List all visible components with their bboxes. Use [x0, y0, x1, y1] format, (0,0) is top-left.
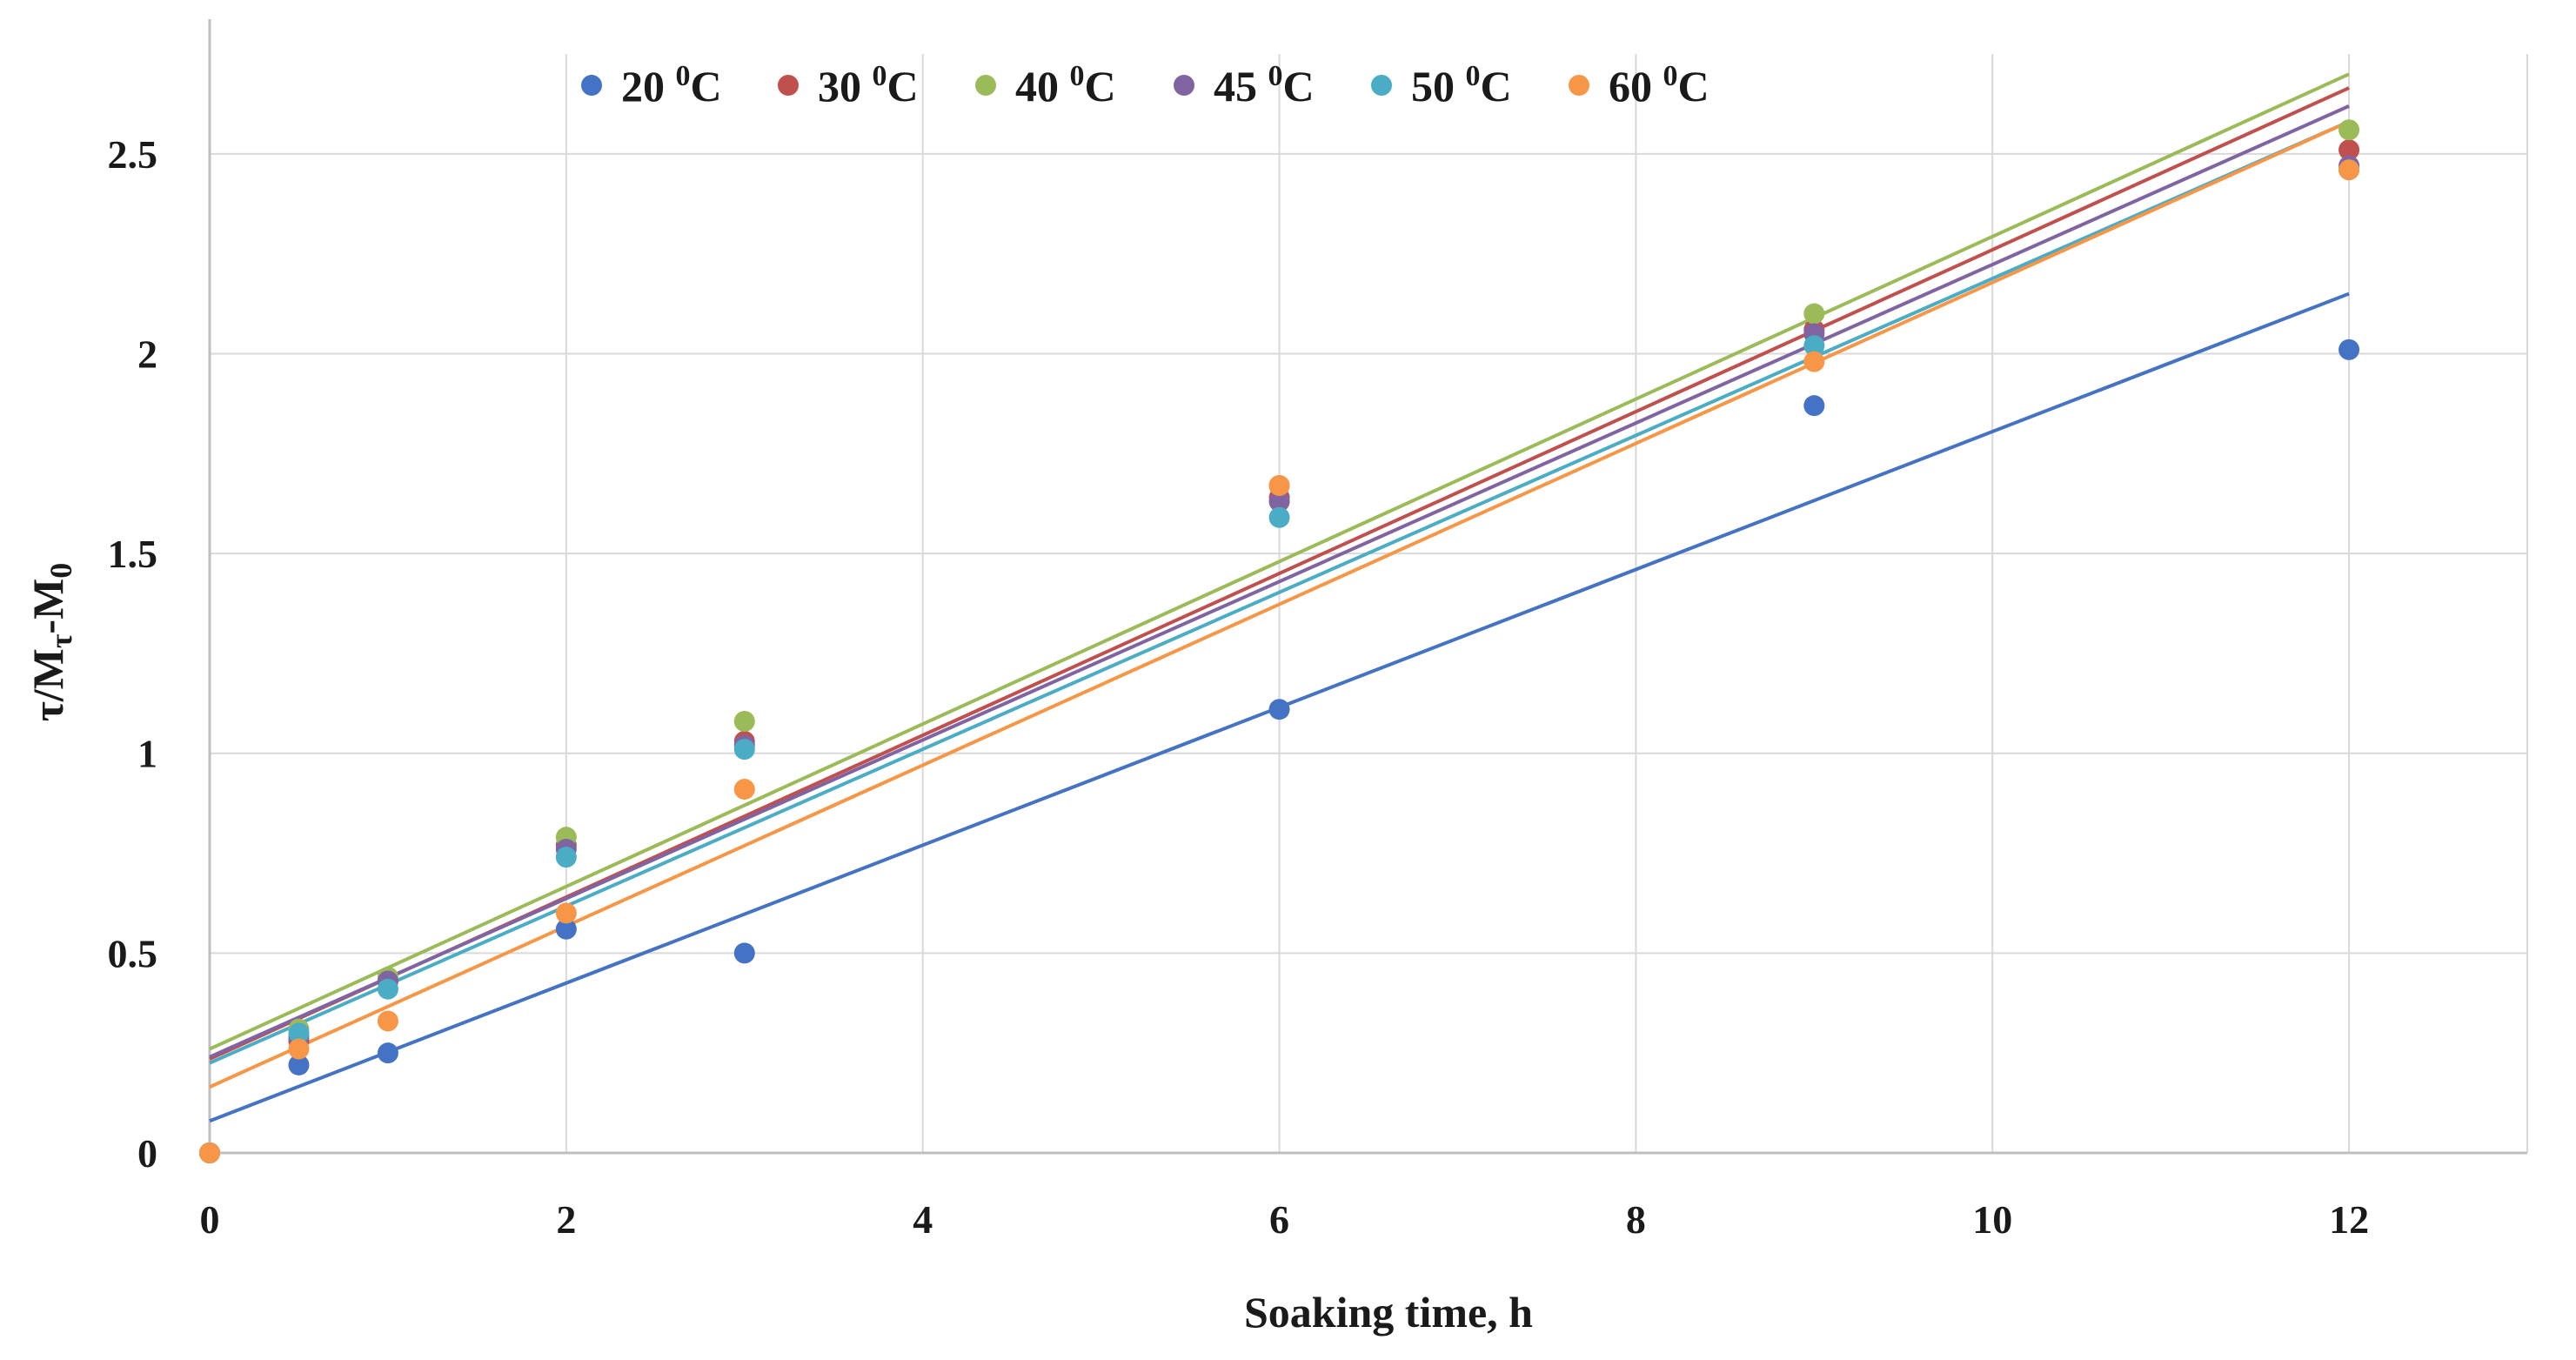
x-axis-title: Soaking time, h: [1244, 1288, 1533, 1337]
legend-label-45: 45 0C: [1214, 60, 1315, 111]
x-tick-label: 4: [913, 1197, 933, 1242]
trendline-45: [209, 104, 2350, 1059]
point-60-1: [288, 1038, 310, 1060]
point-50-2: [377, 978, 398, 1000]
x-tick-label: 8: [1626, 1197, 1646, 1242]
svg-text:τ/Mτ-M0: τ/Mτ-M0: [23, 563, 78, 722]
legend-marker-40: [975, 75, 996, 96]
point-60-7: [2338, 159, 2360, 181]
legend-marker-50: [1371, 75, 1392, 96]
point-20-5: [1268, 699, 1290, 720]
y-axis-title-main: τ/M: [23, 648, 72, 721]
legend-marker-45: [1174, 75, 1194, 96]
y-tick-label: 0.5: [108, 931, 158, 975]
trendline-40: [209, 72, 2350, 1051]
legend-label-50: 50 0C: [1411, 60, 1512, 111]
grid: [210, 54, 2528, 1153]
x-tick-label: 10: [1972, 1197, 2012, 1242]
legend-label-20: 20 0C: [621, 60, 722, 111]
point-60-6: [1803, 351, 1825, 372]
y-axis-title-mid: -M: [23, 579, 72, 634]
point-60-2: [377, 1010, 398, 1032]
point-60-0: [199, 1142, 220, 1163]
y-axis-title-sub1: τ: [43, 633, 78, 648]
axes: [208, 19, 2527, 1155]
point-40-7: [2338, 119, 2360, 141]
point-50-4: [733, 739, 755, 760]
y-tick-label: 2.5: [108, 132, 158, 177]
point-40-6: [1803, 303, 1825, 325]
tick-labels: 0 2 4 6 8 10 12 0 0.5 1 1.5 2 2.5: [108, 132, 2370, 1242]
y-tick-label: 0: [137, 1131, 157, 1176]
point-60-5: [1268, 475, 1290, 497]
y-tick-label: 1.5: [108, 532, 158, 576]
point-30-7: [2338, 139, 2360, 161]
legend-marker-60: [1569, 75, 1589, 96]
point-45-5: [1268, 491, 1290, 513]
y-tick-label: 2: [137, 332, 157, 376]
y-axis-title-sub2: 0: [43, 563, 78, 579]
point-50-1: [288, 1022, 310, 1044]
legend-label-60: 60 0C: [1609, 60, 1710, 111]
legend-label-40: 40 0C: [1015, 60, 1116, 111]
legend-marker-30: [778, 75, 799, 96]
x-tick-label: 2: [556, 1197, 576, 1242]
point-40-4: [733, 710, 755, 732]
point-20-4: [733, 942, 755, 964]
y-tick-label: 1: [137, 732, 157, 776]
legend-label-30: 30 0C: [818, 60, 919, 111]
point-50-3: [555, 847, 577, 868]
x-tick-label: 6: [1269, 1197, 1289, 1242]
x-tick-label: 12: [2329, 1197, 2369, 1242]
y-axis-title: τ/Mτ-M0: [23, 563, 78, 722]
point-50-6: [1803, 335, 1825, 357]
point-60-4: [733, 779, 755, 801]
point-60-3: [555, 902, 577, 924]
x-tick-label: 0: [200, 1197, 220, 1242]
data-points: [199, 119, 2360, 1163]
legend-marker-20: [581, 75, 602, 96]
point-20-7: [2338, 338, 2360, 360]
point-20-1: [288, 1054, 310, 1075]
point-20-6: [1803, 395, 1825, 417]
point-50-5: [1268, 506, 1290, 528]
point-20-3: [555, 918, 577, 940]
point-20-2: [377, 1042, 398, 1064]
legend: 20 0C 30 0C 40 0C 45 0C 50 0C 60 0C: [581, 60, 1710, 111]
